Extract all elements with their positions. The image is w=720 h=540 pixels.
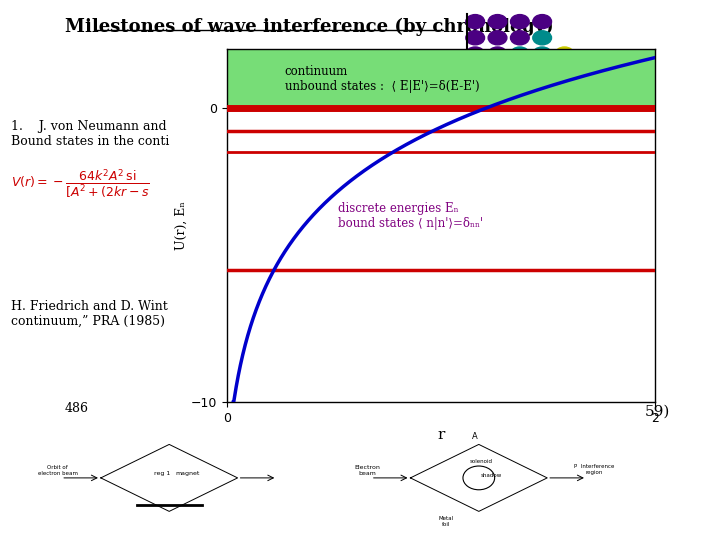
Bar: [227, 49, 655, 107]
Text: shadow: shadow: [481, 473, 503, 478]
Text: P  Interference
region: P Interference region: [574, 464, 614, 475]
Circle shape: [510, 15, 529, 29]
Circle shape: [510, 47, 529, 61]
Text: 59): 59): [644, 405, 670, 419]
Circle shape: [466, 79, 485, 93]
Text: A: A: [472, 432, 478, 441]
Circle shape: [510, 31, 529, 45]
Text: Bound states in the conti: Bound states in the conti: [11, 135, 169, 148]
Text: reg 1: reg 1: [154, 471, 170, 476]
Circle shape: [466, 63, 485, 77]
Text: Orbit of
electron beam: Orbit of electron beam: [37, 465, 78, 476]
Circle shape: [488, 96, 507, 110]
Circle shape: [533, 63, 552, 77]
Circle shape: [510, 63, 529, 77]
Text: continuum,” PRA (1985): continuum,” PRA (1985): [11, 314, 165, 327]
Y-axis label: U(r), Eₙ: U(r), Eₙ: [175, 201, 188, 250]
Circle shape: [466, 31, 485, 45]
Circle shape: [466, 96, 485, 110]
Circle shape: [466, 112, 485, 126]
Text: 486: 486: [65, 402, 89, 415]
Circle shape: [466, 128, 485, 142]
Text: discrete energies Eₙ
bound states ⟨ n|n'⟩=δₙₙ': discrete energies Eₙ bound states ⟨ n|n'…: [338, 202, 483, 230]
Circle shape: [510, 112, 529, 126]
Circle shape: [533, 15, 552, 29]
Text: Electron
beam: Electron beam: [354, 465, 380, 476]
Text: continuum
unbound states :  ⟨ E|E'⟩=δ(E-E'): continuum unbound states : ⟨ E|E'⟩=δ(E-E…: [284, 65, 480, 93]
Circle shape: [488, 31, 507, 45]
Circle shape: [488, 15, 507, 29]
Circle shape: [488, 79, 507, 93]
Text: Metal
foil: Metal foil: [438, 516, 454, 526]
Circle shape: [488, 47, 507, 61]
Text: Milestones of wave interference (by chronology): Milestones of wave interference (by chro…: [66, 17, 554, 36]
Circle shape: [466, 15, 485, 29]
Text: solenoid: solenoid: [469, 460, 492, 464]
Text: H. Friedrich and D. Wint: H. Friedrich and D. Wint: [11, 300, 168, 313]
Circle shape: [488, 112, 507, 126]
Text: magnet: magnet: [175, 471, 199, 476]
X-axis label: r: r: [437, 428, 445, 442]
Circle shape: [533, 47, 552, 61]
Circle shape: [533, 79, 552, 93]
Circle shape: [488, 128, 507, 142]
Text: 1.    J. von Neumann and: 1. J. von Neumann and: [11, 120, 166, 133]
Circle shape: [488, 63, 507, 77]
Circle shape: [555, 47, 574, 61]
Text: $V(r)=-\dfrac{64k^{2}A^{2}\,\mathrm{si}}{[A^{2}+(2kr-s}$: $V(r)=-\dfrac{64k^{2}A^{2}\,\mathrm{si}}…: [11, 167, 150, 200]
Circle shape: [466, 47, 485, 61]
Circle shape: [533, 31, 552, 45]
Circle shape: [510, 96, 529, 110]
Circle shape: [510, 79, 529, 93]
